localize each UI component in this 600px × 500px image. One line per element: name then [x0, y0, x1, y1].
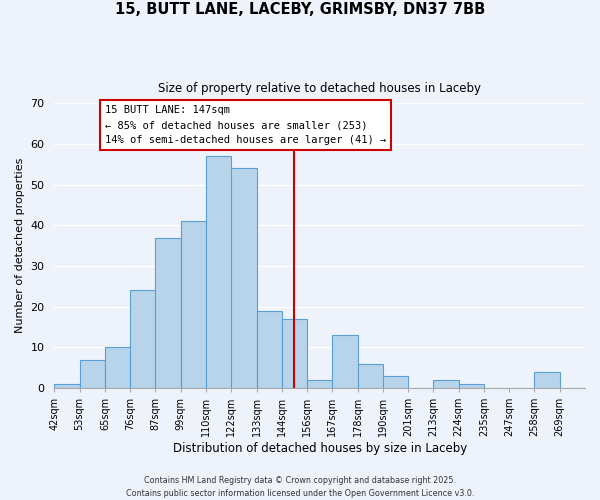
Bar — [433, 380, 458, 388]
Bar — [105, 348, 130, 388]
Text: 15, BUTT LANE, LACEBY, GRIMSBY, DN37 7BB: 15, BUTT LANE, LACEBY, GRIMSBY, DN37 7BB — [115, 2, 485, 18]
Bar — [358, 364, 383, 388]
Y-axis label: Number of detached properties: Number of detached properties — [15, 158, 25, 334]
Bar — [231, 168, 257, 388]
Text: Contains HM Land Registry data © Crown copyright and database right 2025.
Contai: Contains HM Land Registry data © Crown c… — [126, 476, 474, 498]
Title: Size of property relative to detached houses in Laceby: Size of property relative to detached ho… — [158, 82, 481, 95]
Text: 15 BUTT LANE: 147sqm
← 85% of detached houses are smaller (253)
14% of semi-deta: 15 BUTT LANE: 147sqm ← 85% of detached h… — [105, 106, 386, 145]
Bar — [130, 290, 155, 388]
Bar — [383, 376, 408, 388]
Bar — [307, 380, 332, 388]
Bar — [155, 238, 181, 388]
Bar — [80, 360, 105, 388]
Bar — [206, 156, 231, 388]
Bar — [332, 335, 358, 388]
X-axis label: Distribution of detached houses by size in Laceby: Distribution of detached houses by size … — [173, 442, 467, 455]
Bar — [282, 319, 307, 388]
Bar — [55, 384, 80, 388]
Bar — [535, 372, 560, 388]
Bar — [458, 384, 484, 388]
Bar — [181, 221, 206, 388]
Bar — [257, 310, 282, 388]
